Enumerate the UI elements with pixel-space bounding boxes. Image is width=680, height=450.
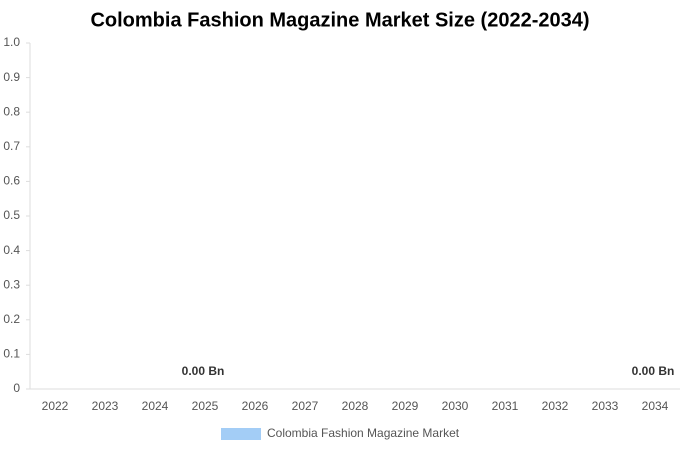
x-tick-label: 2032 bbox=[542, 399, 569, 413]
x-tick-label: 2030 bbox=[442, 399, 469, 413]
data-label: 0.00 Bn bbox=[632, 364, 675, 378]
y-tick-label: 0.9 bbox=[3, 70, 20, 84]
y-tick-label: 0.3 bbox=[3, 277, 20, 291]
x-tick-label: 2034 bbox=[642, 399, 669, 413]
legend-swatch bbox=[221, 428, 261, 440]
legend-label: Colombia Fashion Magazine Market bbox=[267, 426, 460, 440]
y-tick-label: 0.7 bbox=[3, 139, 20, 153]
x-tick-label: 2026 bbox=[242, 399, 269, 413]
y-tick-label: 0.5 bbox=[3, 208, 20, 222]
y-tick-label: 1.0 bbox=[3, 35, 20, 49]
x-tick-label: 2033 bbox=[592, 399, 619, 413]
x-tick-label: 2027 bbox=[292, 399, 319, 413]
x-tick-label: 2024 bbox=[142, 399, 169, 413]
y-tick-label: 0.8 bbox=[3, 104, 20, 118]
x-tick-label: 2029 bbox=[392, 399, 419, 413]
x-tick-label: 2031 bbox=[492, 399, 519, 413]
y-tick-label: 0.4 bbox=[3, 243, 20, 257]
x-tick-label: 2025 bbox=[192, 399, 219, 413]
y-tick-label: 0.6 bbox=[3, 174, 20, 188]
x-tick-label: 2022 bbox=[42, 399, 69, 413]
chart-title: Colombia Fashion Magazine Market Size (2… bbox=[90, 9, 589, 31]
data-label: 0.00 Bn bbox=[182, 364, 225, 378]
y-tick-label: 0 bbox=[13, 381, 20, 395]
y-tick-label: 0.1 bbox=[3, 347, 20, 361]
x-tick-label: 2028 bbox=[342, 399, 369, 413]
x-tick-label: 2023 bbox=[92, 399, 119, 413]
y-tick-label: 0.2 bbox=[3, 312, 20, 326]
